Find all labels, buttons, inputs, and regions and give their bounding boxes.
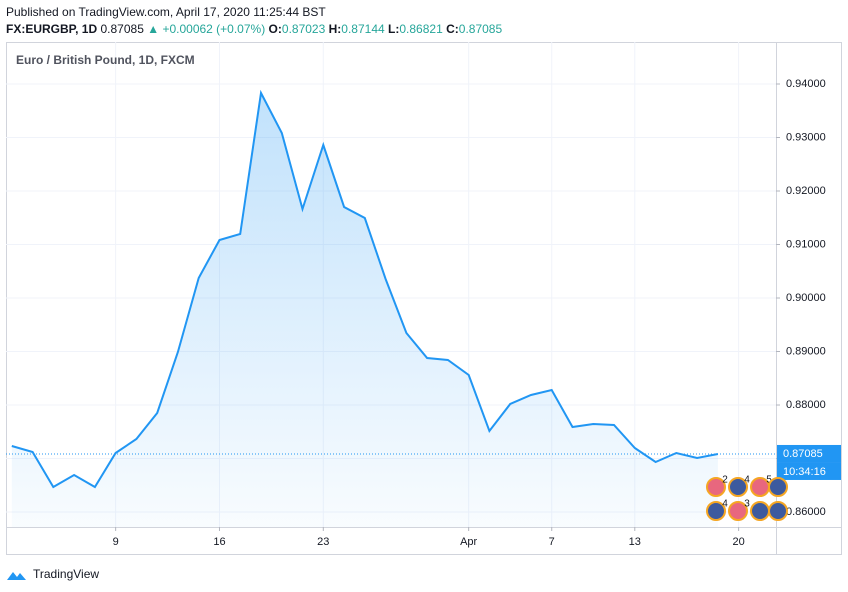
chart-title: Euro / British Pound, 1D, FXCM (16, 53, 195, 67)
x-tick-label: 20 (732, 536, 744, 548)
event-icon (728, 501, 748, 521)
event-icon (706, 501, 726, 521)
y-tick-label: 0.89000 (786, 345, 826, 357)
y-tick-label: 0.90000 (786, 292, 826, 304)
close: 0.87085 (458, 22, 503, 36)
y-tick-label: 0.86000 (786, 506, 826, 518)
x-tick-label: 7 (549, 536, 555, 548)
countdown-tag (777, 462, 841, 480)
x-tick-label: 13 (629, 536, 641, 548)
y-tick-label: 0.88000 (786, 399, 826, 411)
published: Published on TradingView.com, April 17, … (6, 5, 326, 19)
brand: TradingView (33, 567, 99, 581)
h-label: H: (328, 22, 342, 36)
event-icon (768, 477, 788, 497)
symbol: FX:EURGBP, 1D (6, 22, 98, 36)
event-count: 2 (722, 475, 728, 486)
o-label: O: (268, 22, 282, 36)
x-tick-label: 9 (113, 536, 119, 548)
low: 0.86821 (399, 22, 443, 36)
event-icon (768, 501, 788, 521)
event-count: 5 (766, 475, 772, 486)
up-arrow: ▲ (147, 22, 160, 36)
event-count: 4 (722, 499, 728, 510)
countdown-text: 10:34:16 (783, 466, 826, 478)
y-tick-label: 0.93000 (786, 131, 826, 143)
event-icon (728, 477, 748, 497)
event-count: 4 (744, 475, 750, 486)
x-tick-label: Apr (460, 536, 477, 548)
y-tick-label: 0.91000 (786, 238, 826, 250)
logo-icon (7, 572, 26, 580)
y-tick-label: 0.92000 (786, 185, 826, 197)
price-tag-text: 0.87085 (783, 448, 823, 460)
l-label: L: (388, 22, 400, 36)
event-count: 3 (744, 499, 750, 510)
area (11, 93, 718, 527)
high: 0.87144 (341, 22, 385, 36)
footer-logo: TradingView (7, 567, 99, 581)
change: +0.00062 (+0.07%) (162, 22, 266, 36)
price-tag (777, 444, 841, 463)
event-icon (750, 501, 770, 521)
y-tick-label: 0.94000 (786, 78, 826, 90)
quote-line: FX:EURGBP, 1D 0.87085 ▲ +0.00062 (+0.07%… (6, 22, 502, 36)
open: 0.87023 (281, 22, 326, 36)
x-tick-label: 23 (317, 536, 329, 548)
x-tick-label: 16 (213, 536, 225, 548)
c-label: C: (446, 22, 459, 36)
event-icon (706, 477, 726, 497)
line (11, 89, 719, 489)
price: 0.87085 (100, 22, 144, 36)
